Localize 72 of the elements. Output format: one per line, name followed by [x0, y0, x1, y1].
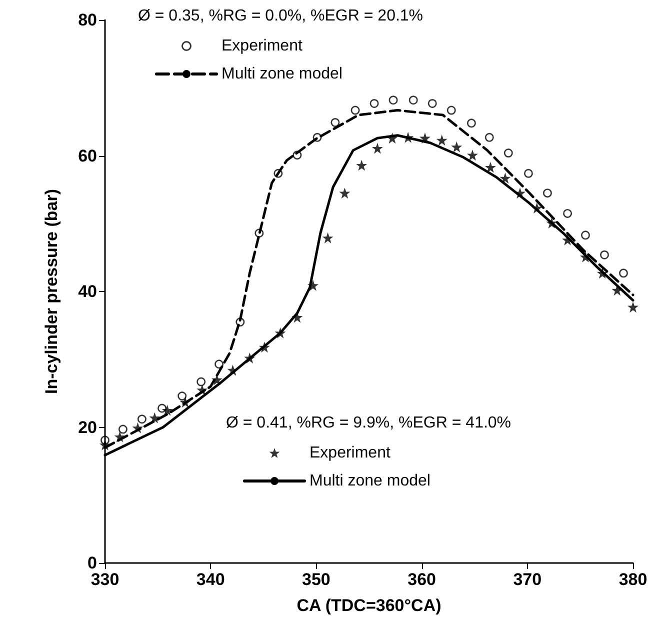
- point: [466, 118, 476, 128]
- point: [580, 230, 590, 240]
- point: [446, 106, 456, 115]
- point: [258, 342, 270, 353]
- point: [500, 172, 511, 184]
- x-tick-label: 350: [302, 570, 330, 589]
- y-tick-label: 0: [88, 554, 97, 572]
- point: [531, 202, 542, 214]
- legend-label: Multi zone model: [310, 472, 430, 490]
- point: [312, 132, 322, 142]
- point: [428, 98, 437, 108]
- y-tick-label: 20: [78, 418, 97, 437]
- point: [137, 414, 146, 424]
- point: [504, 148, 513, 158]
- point: [132, 422, 144, 434]
- point: [562, 234, 574, 246]
- y-axis-title: In-cylinder pressure (bar): [42, 188, 61, 394]
- point: [596, 268, 608, 279]
- legend-label: Experiment: [222, 38, 303, 54]
- point: [254, 228, 264, 238]
- point: [330, 118, 340, 127]
- x-tick-label: 360: [408, 570, 436, 589]
- point: [178, 392, 187, 401]
- point: [370, 98, 379, 108]
- point: [350, 106, 360, 115]
- legend-label: Experiment: [310, 444, 391, 462]
- point: [322, 232, 334, 244]
- annotation: Ø = 0.35, %RG = 0.0%, %EGR = 20.1%: [138, 8, 424, 24]
- point: [162, 404, 173, 416]
- y-tick-label: 40: [78, 282, 97, 301]
- point: [600, 250, 609, 260]
- point: [619, 268, 628, 278]
- point: [408, 96, 418, 105]
- y-tick-label: 60: [78, 146, 97, 166]
- point: [214, 360, 224, 369]
- x-axis-title: CA (TDC=360°CA): [296, 596, 442, 615]
- point: [118, 424, 128, 434]
- x-tick-label: 370: [513, 570, 542, 589]
- point: [436, 134, 448, 146]
- x-tick-label: 340: [196, 570, 225, 589]
- point: [580, 251, 591, 262]
- x-tick-label: 380: [618, 570, 648, 589]
- point: [114, 431, 126, 442]
- point: [546, 217, 558, 228]
- point: [484, 162, 496, 173]
- point: [386, 132, 398, 144]
- point: [484, 132, 494, 142]
- point: [524, 168, 533, 178]
- point: [274, 168, 283, 178]
- point: [372, 142, 383, 154]
- point: [451, 141, 462, 152]
- point: [388, 96, 398, 105]
- point: [149, 412, 160, 424]
- point: [244, 352, 256, 364]
- point: [356, 160, 368, 171]
- point: [196, 377, 206, 386]
- point: [419, 132, 430, 144]
- legend-label: Multi zone model: [222, 66, 342, 82]
- point: [339, 188, 350, 199]
- point: [274, 327, 286, 338]
- annotation: Ø = 0.41, %RG = 9.9%, %EGR = 41.0%: [226, 414, 512, 432]
- point: [628, 302, 638, 313]
- point: [308, 280, 319, 291]
- y-tick-label: 80: [78, 10, 97, 30]
- point: [542, 188, 552, 198]
- point: [563, 208, 572, 218]
- point: [292, 150, 302, 160]
- x-tick-label: 330: [90, 570, 120, 589]
- point: [196, 384, 208, 396]
- point: [180, 396, 191, 408]
- point: [236, 318, 245, 327]
- point: [466, 150, 478, 161]
